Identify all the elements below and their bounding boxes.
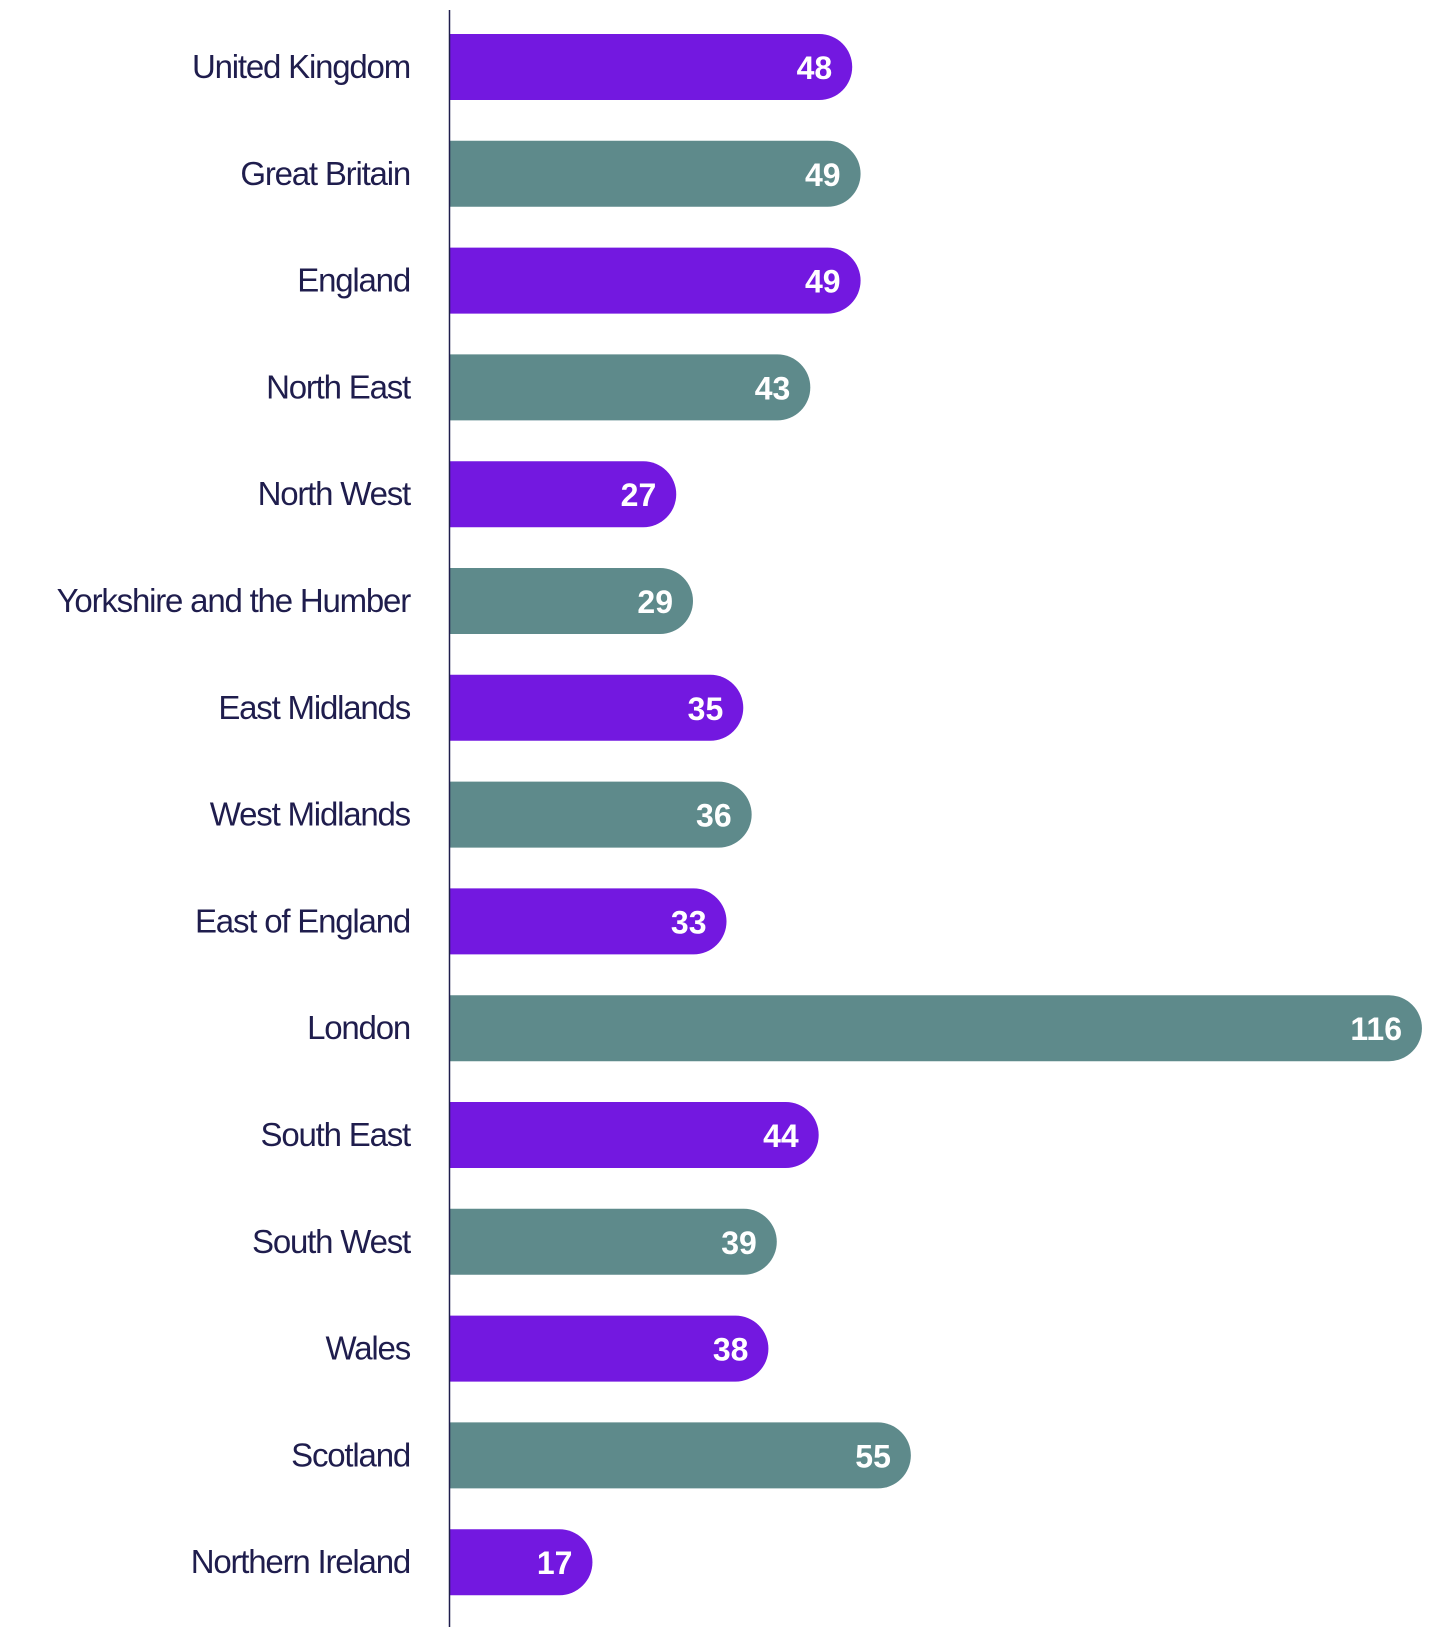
bar-value-label: 38 bbox=[713, 1332, 749, 1368]
bar-scotland bbox=[450, 1422, 911, 1489]
bar-value-label: 43 bbox=[755, 370, 791, 406]
category-label: England bbox=[297, 262, 410, 299]
bar-value-label: 48 bbox=[797, 50, 833, 86]
bar-north-east bbox=[450, 354, 811, 421]
bar-value-label: 17 bbox=[537, 1545, 573, 1581]
category-label: Wales bbox=[326, 1330, 411, 1367]
category-label: East of England bbox=[195, 902, 410, 939]
bar-value-label: 27 bbox=[621, 477, 657, 513]
bar-value-label: 36 bbox=[696, 798, 732, 834]
bar-value-label: 49 bbox=[805, 157, 841, 193]
category-label: United Kingdom bbox=[192, 48, 410, 85]
bar-yorkshire-and-the-humber bbox=[450, 568, 693, 634]
bar-northern-ireland bbox=[450, 1529, 593, 1596]
category-label: London bbox=[307, 1009, 410, 1046]
bar-value-label: 44 bbox=[763, 1118, 799, 1154]
category-label: Great Britain bbox=[240, 155, 410, 192]
bar-east-of-england bbox=[450, 888, 727, 955]
bar-south-east bbox=[450, 1102, 819, 1168]
bars-group: 48 49 49 43 27 29 35 36 33 116 44 39 38 55 17 bbox=[450, 34, 1422, 1596]
bar-wales bbox=[450, 1315, 769, 1382]
bar-value-label: 33 bbox=[671, 904, 707, 940]
category-label: North West bbox=[258, 475, 411, 512]
bar-east-midlands bbox=[450, 674, 744, 741]
bar-value-label: 116 bbox=[1350, 1011, 1402, 1047]
category-label: Northern Ireland bbox=[191, 1543, 410, 1580]
bar-england bbox=[450, 247, 861, 314]
bar-south-west bbox=[450, 1208, 777, 1275]
bar-united-kingdom bbox=[450, 34, 853, 100]
bar-west-midlands bbox=[450, 781, 752, 848]
category-label: East Midlands bbox=[218, 689, 410, 726]
bar-north-west bbox=[450, 461, 677, 528]
category-labels-group: United Kingdom Great Britain England North … bbox=[57, 48, 413, 1580]
bar-value-label: 39 bbox=[721, 1225, 757, 1261]
bar-value-label: 29 bbox=[637, 584, 673, 620]
bar-value-label: 35 bbox=[688, 691, 724, 727]
category-label: West Midlands bbox=[210, 796, 411, 833]
category-label: Scotland bbox=[291, 1436, 410, 1473]
bar-value-label: 49 bbox=[805, 264, 841, 300]
bar-great-britain bbox=[450, 140, 861, 207]
category-label: South East bbox=[261, 1116, 411, 1153]
category-label: South West bbox=[252, 1223, 411, 1260]
category-label: Yorkshire and the Humber bbox=[57, 582, 412, 619]
bar-value-label: 55 bbox=[855, 1438, 891, 1474]
category-label: North East bbox=[266, 368, 411, 405]
bar-london bbox=[450, 995, 1422, 1062]
